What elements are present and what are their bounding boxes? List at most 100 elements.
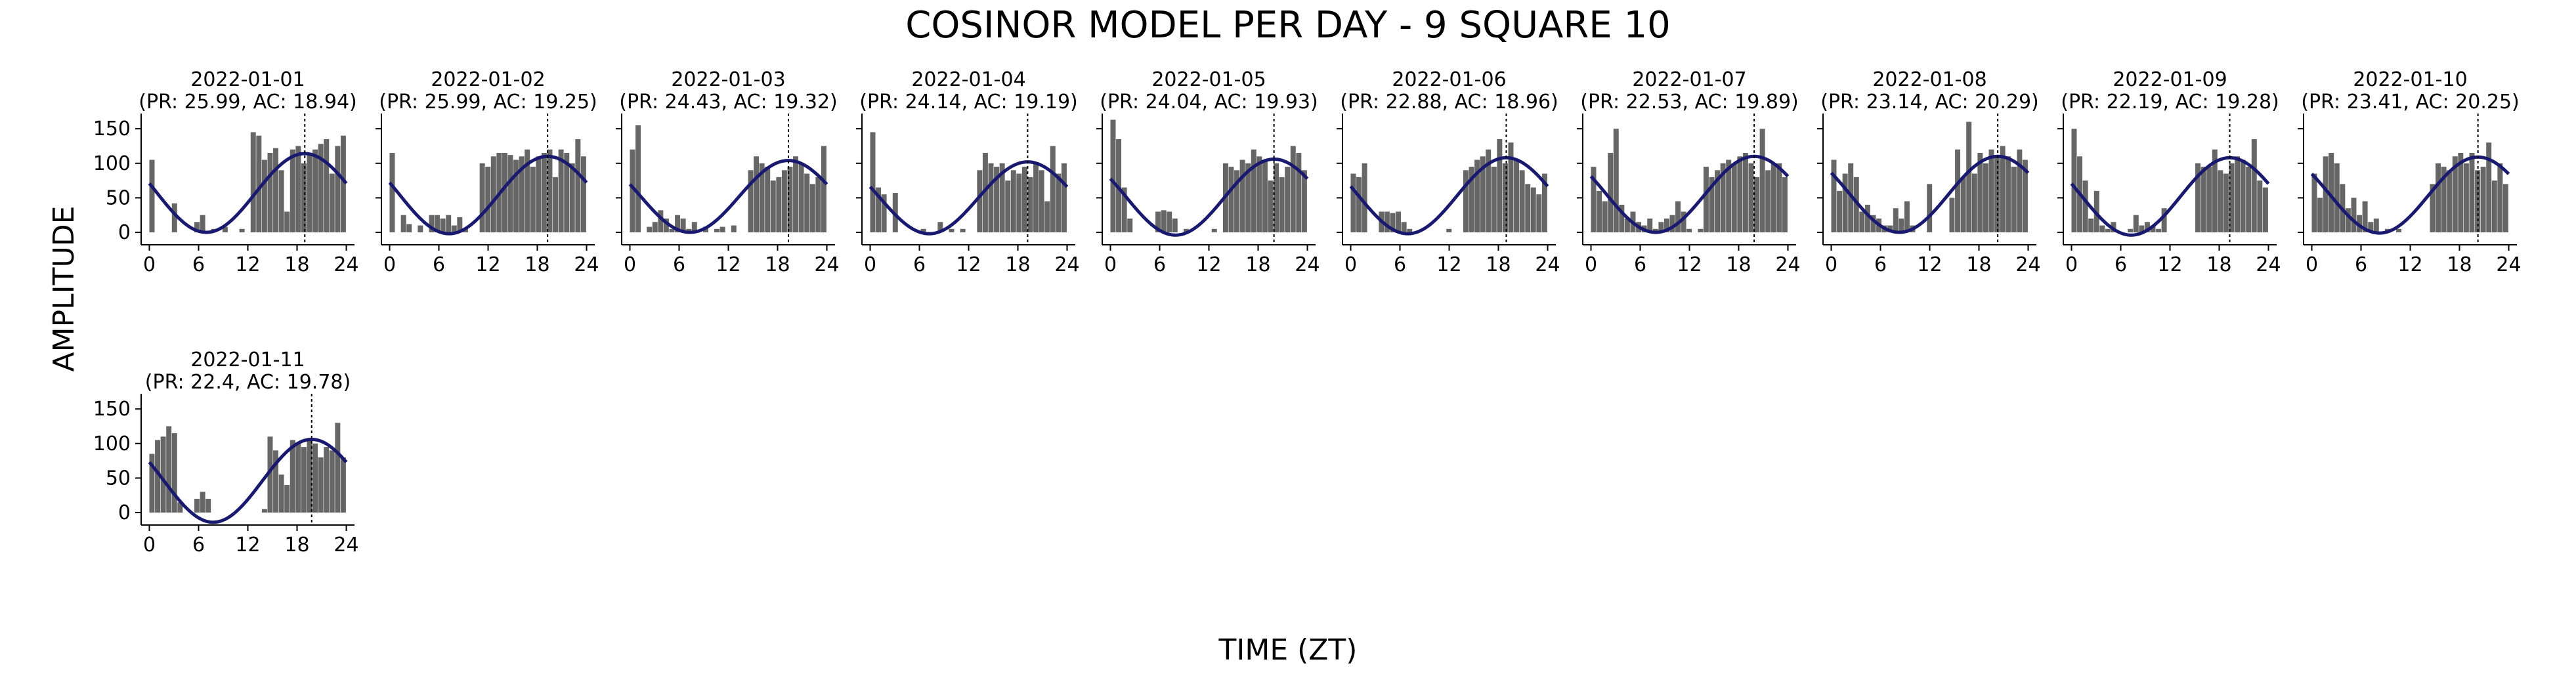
panel-4-x-tick-label: 6	[913, 253, 926, 276]
panel-7-bar	[1742, 153, 1748, 233]
panel-9-bar	[2229, 163, 2235, 233]
panel-7-bar	[1726, 159, 1732, 233]
panel-2-bar	[479, 163, 485, 233]
panel-3-bar	[776, 177, 782, 233]
panel-1-y-tick-label: 50	[106, 186, 131, 209]
panel-2-cosinor-fit-line	[388, 154, 588, 236]
panel-11-bar	[149, 453, 155, 513]
panel-5-bar	[1228, 167, 1234, 233]
panel-8-cosinor-fit-line	[1830, 154, 2030, 234]
panel-9-bar	[2257, 180, 2263, 233]
panel-11-bar	[301, 447, 307, 513]
panel-11-y-tick-label: 100	[93, 432, 131, 455]
panel-7-bar	[1658, 222, 1664, 233]
panel-5-bar	[1251, 149, 1256, 233]
panel-5-bar	[1262, 159, 1268, 233]
panel-9-bar	[2156, 228, 2162, 233]
panel-4-subtitle: (PR: 24.14, AC: 19.19)	[859, 91, 1078, 114]
panel-8-bar	[1859, 211, 1865, 233]
panel-8-bar	[1837, 190, 1843, 233]
panel-9-cosinor-fit-line	[2070, 156, 2270, 237]
panel-6-bar	[1401, 222, 1407, 233]
panel-3-bar	[714, 228, 720, 233]
panel-2-bar	[558, 149, 564, 233]
panel-8-bar	[1899, 219, 1904, 233]
panel-10-bar	[2430, 184, 2436, 233]
panel-10-bar	[2351, 198, 2357, 233]
panel-11-bar	[160, 436, 166, 513]
panel-2-bar	[530, 167, 536, 233]
panel-10-bar	[2311, 173, 2317, 233]
panel-1-bar	[194, 222, 200, 233]
panel-3-title: 2022-01-03	[671, 68, 785, 91]
panel-10-title: 2022-01-10	[2353, 68, 2467, 91]
panel-2-title: 2022-01-02	[431, 68, 545, 91]
panel-1-bar	[222, 226, 228, 233]
panel-10-bar	[2463, 163, 2469, 233]
panel-3-bar	[635, 125, 641, 233]
panel-2-bar	[569, 163, 575, 233]
panel-9-bar	[2150, 225, 2156, 233]
panel-1-title: 2022-01-01	[190, 68, 305, 91]
panel-9-bar	[2251, 138, 2257, 233]
panel-11-bar	[171, 433, 177, 513]
panel-8-bar	[1994, 156, 2000, 233]
panel-4-bar	[994, 167, 1000, 233]
figure-title: COSINOR MODEL PER DAY - 9 SQUARE 10	[905, 4, 1671, 47]
panel-10-bar	[2502, 184, 2508, 233]
panel-6-bar	[1356, 177, 1362, 233]
panel-1-bar	[239, 228, 245, 233]
panel-11-bar	[307, 440, 312, 513]
panel-3-x-tick-label: 18	[765, 253, 790, 276]
panel-4-bar	[988, 163, 994, 233]
panel-6-bar	[1525, 184, 1531, 233]
panel-4-x-tick-label: 24	[1054, 253, 1079, 276]
panel-5-x-tick-label: 6	[1153, 253, 1166, 276]
panel-10-bar	[2486, 142, 2492, 233]
panel-11-y-tick-label: 0	[118, 501, 131, 524]
panel-1-bar	[324, 138, 330, 233]
panel-8-bar	[1848, 163, 1854, 233]
panel-9-x-tick-label: 0	[2065, 253, 2078, 276]
panel-2-bar	[507, 155, 513, 233]
panel-7-cosinor-fit-line	[1589, 154, 1790, 234]
panel-2-bar	[547, 149, 553, 233]
panel-3-bar	[821, 146, 826, 233]
panel-9-subtitle: (PR: 22.19, AC: 19.28)	[2061, 91, 2279, 114]
panel-7-x-tick-label: 24	[1775, 253, 1800, 276]
panel-8-subtitle: (PR: 23.14, AC: 20.29)	[1820, 91, 2039, 114]
panel-7-bar	[1597, 190, 1602, 233]
panel-6-bar	[1407, 228, 1413, 233]
panel-4-bar	[949, 228, 955, 233]
panel-2-bar	[525, 149, 530, 233]
panel-5-title: 2022-01-05	[1151, 68, 1266, 91]
panel-2-bar	[446, 215, 452, 233]
panel-2-bar	[429, 215, 435, 233]
panel-11-bar	[340, 457, 346, 513]
panel-4-bar	[920, 228, 926, 233]
panel-1-bar	[149, 159, 155, 233]
panel-9-bar	[2161, 208, 2167, 233]
panel-1-bar	[329, 173, 335, 233]
panel-8-bar	[1864, 204, 1870, 233]
panel-7-bar	[1624, 219, 1630, 233]
panel-3-bar	[781, 170, 787, 233]
panel-10-bar	[2334, 163, 2340, 233]
panel-11-x-tick-label: 0	[143, 534, 156, 557]
panel-6-bar	[1536, 194, 1542, 233]
panel-1-bar	[312, 149, 318, 233]
panel-8-bar	[1887, 225, 1893, 233]
panel-5-bar	[1301, 170, 1307, 233]
panel-7-bar	[1731, 163, 1737, 233]
panel-9-bar	[2099, 225, 2105, 233]
panel-7-x-tick-label: 0	[1585, 253, 1597, 276]
panel-7-bar	[1715, 170, 1721, 233]
panel-3-bar	[754, 156, 760, 233]
panel-7-bar	[1782, 177, 1788, 233]
panel-4-bar	[1027, 177, 1033, 233]
panel-3-bar	[691, 222, 697, 233]
panel-5-cosinor-fit-line	[1109, 157, 1309, 237]
panel-8-bar	[2011, 167, 2017, 233]
panel-3-bar	[798, 163, 804, 233]
